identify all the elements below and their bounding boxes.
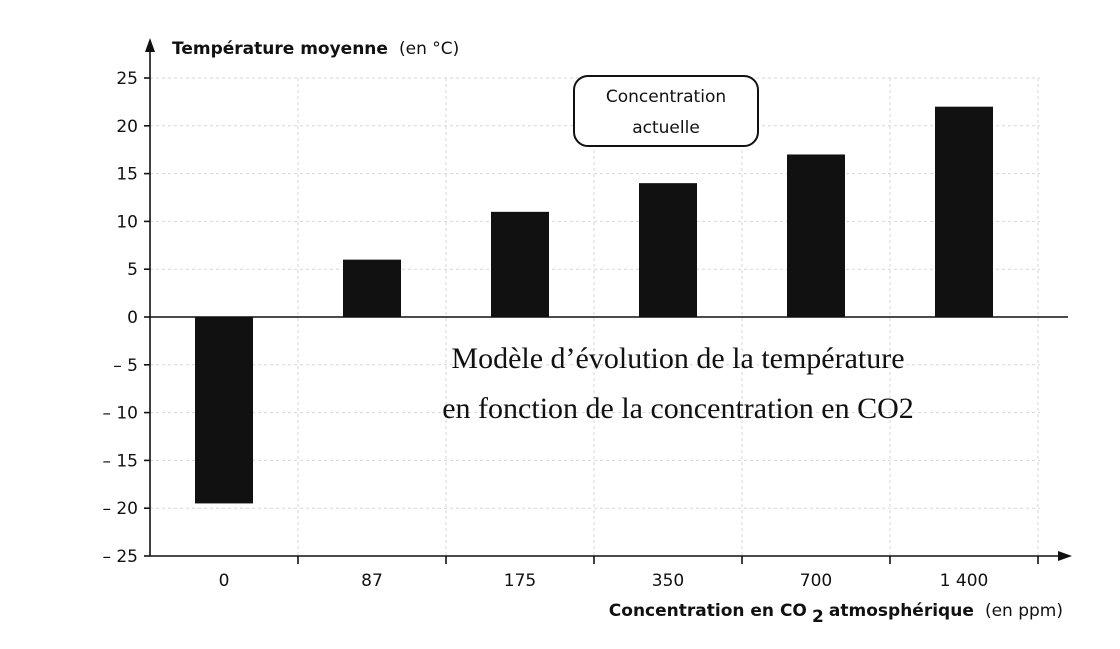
y-tick-label-10: – 25 (102, 547, 138, 567)
y-tick-label-5: 0 (127, 308, 138, 328)
x-axis-title-prefix: Concentration en CO (609, 601, 807, 621)
y-axis-title-unit: (en °C) (399, 39, 459, 59)
bar-350 (639, 183, 697, 317)
x-tick-label-4: 700 (800, 571, 832, 591)
y-tick-label-8: – 15 (102, 451, 138, 471)
x-axis-title-unit: (en ppm) (985, 601, 1063, 621)
x-tick-label-5: 1 400 (940, 571, 989, 591)
bar-700 (787, 154, 845, 317)
x-axis-title-subscript: 2 (812, 607, 824, 627)
y-tick-label-9: – 20 (102, 499, 138, 519)
bar-175 (491, 211, 549, 317)
bar-0 (195, 317, 253, 504)
x-axis-title: Concentration en CO 2 atmosphérique (en … (609, 601, 1063, 627)
overlay-caption-line-2: en fonction de la concentration en CO2 (442, 392, 914, 425)
axes (144, 38, 1072, 564)
x-axis-title-suffix: atmosphérique (829, 601, 974, 621)
x-tick-label-1: 87 (361, 571, 383, 591)
x-tick-label-2: 175 (504, 571, 536, 591)
y-tick-label-0: 25 (116, 69, 138, 89)
x-axis-arrow (1058, 551, 1072, 561)
x-tick-label-3: 350 (652, 571, 684, 591)
bar-87 (343, 259, 401, 317)
bars (195, 106, 993, 504)
y-tick-label-7: – 10 (102, 404, 138, 424)
annotation-box (573, 75, 759, 147)
annotation-line-2: actuelle (632, 118, 700, 138)
tick-labels: 25 20 15 10 5 0 – 5 – 10 – 15 – 20 – 25 0 87 175 350 70… (102, 69, 988, 591)
bar-1400 (935, 106, 993, 318)
y-tick-label-3: 10 (116, 212, 138, 232)
y-tick-label-6: – 5 (113, 356, 138, 376)
overlay-caption-line-1: Modèle d’évolution de la température (451, 342, 904, 375)
x-tick-label-0: 0 (219, 571, 230, 591)
y-axis-title: Température moyenne (en °C) (172, 39, 459, 59)
annotation-callout: Concentration actuelle (573, 75, 759, 147)
annotation-line-1: Concentration (606, 87, 726, 107)
y-tick-label-1: 20 (116, 117, 138, 137)
y-axis-arrow (145, 38, 155, 52)
y-axis-title-bold: Température moyenne (172, 39, 388, 59)
y-tick-label-4: 5 (127, 260, 138, 280)
y-tick-label-2: 15 (116, 165, 138, 185)
